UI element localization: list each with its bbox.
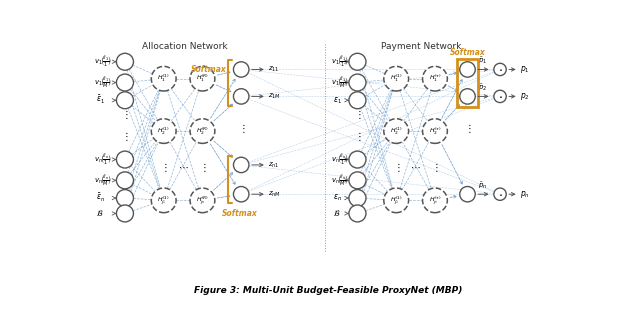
Circle shape — [190, 188, 215, 213]
Text: $v_1\!\left(\!\frac{\bar{\epsilon}_1}{M}\!\right)$: $v_1\!\left(\!\frac{\bar{\epsilon}_1}{M}… — [331, 75, 349, 90]
Text: Softmax: Softmax — [450, 48, 485, 57]
Text: $\bar{p}_n$: $\bar{p}_n$ — [477, 181, 487, 191]
Circle shape — [384, 66, 408, 91]
Text: $v_n\!\left(\!\frac{\bar{\epsilon}_n}{1}\!\right)$: $v_n\!\left(\!\frac{\bar{\epsilon}_n}{1}… — [331, 152, 349, 167]
Circle shape — [384, 119, 408, 143]
Text: $H_{j_\tau}^{(\tau)}$: $H_{j_\tau}^{(\tau)}$ — [429, 194, 442, 207]
Text: $H_1^{(R)}$: $H_1^{(R)}$ — [196, 73, 209, 84]
Text: Softmax: Softmax — [222, 209, 257, 218]
Text: $\cdots$: $\cdots$ — [410, 162, 421, 172]
Circle shape — [494, 90, 506, 103]
Circle shape — [190, 66, 215, 91]
Text: $v_n\!\left(\!\frac{\bar{\epsilon}_n}{1}\!\right)$: $v_n\!\left(\!\frac{\bar{\epsilon}_n}{1}… — [94, 152, 111, 167]
Text: $\bar{p}_2$: $\bar{p}_2$ — [477, 83, 487, 93]
Circle shape — [190, 119, 215, 143]
Text: $\vdots$: $\vdots$ — [237, 122, 245, 135]
Circle shape — [234, 89, 249, 104]
Text: $v_1\!\left(\!\frac{\bar{\epsilon}_1}{1}\!\right)$: $v_1\!\left(\!\frac{\bar{\epsilon}_1}{1}… — [94, 55, 111, 69]
Circle shape — [116, 74, 134, 91]
Text: $\cdots$: $\cdots$ — [178, 162, 188, 172]
Text: $z_{11}$: $z_{11}$ — [268, 65, 280, 74]
Circle shape — [116, 151, 134, 168]
Circle shape — [234, 187, 249, 202]
Text: $H_2^{(\tau)}$: $H_2^{(\tau)}$ — [429, 125, 442, 137]
Text: $\vdots$: $\vdots$ — [199, 161, 206, 174]
Text: $\epsilon_n$: $\epsilon_n$ — [333, 193, 342, 203]
Text: $\bar{\epsilon}_n$: $\bar{\epsilon}_n$ — [95, 192, 105, 204]
Text: $\epsilon_1$: $\epsilon_1$ — [333, 95, 342, 106]
Text: $\vdots$: $\vdots$ — [160, 161, 168, 174]
Circle shape — [151, 119, 176, 143]
Text: $v_n\!\left(\!\frac{\bar{\epsilon}_n}{M}\!\right)$: $v_n\!\left(\!\frac{\bar{\epsilon}_n}{M}… — [331, 173, 349, 188]
Circle shape — [494, 188, 506, 200]
Text: $H_1^{(1)}$: $H_1^{(1)}$ — [390, 73, 403, 84]
Text: $z_{n1}$: $z_{n1}$ — [268, 160, 280, 170]
Text: $\vdots$: $\vdots$ — [121, 108, 129, 121]
Circle shape — [349, 92, 366, 109]
Circle shape — [422, 119, 447, 143]
Text: Softmax: Softmax — [191, 65, 227, 74]
Text: $v_1\!\left(\!\frac{\bar{\epsilon}_1}{M}\!\right)$: $v_1\!\left(\!\frac{\bar{\epsilon}_1}{M}… — [94, 75, 111, 90]
Text: $\vdots$: $\vdots$ — [464, 122, 471, 135]
Text: $\vdots$: $\vdots$ — [431, 161, 438, 174]
Circle shape — [116, 190, 134, 206]
Circle shape — [460, 89, 476, 104]
Text: $H_{j_1}^{(1)}$: $H_{j_1}^{(1)}$ — [390, 194, 403, 207]
Text: $\cdot$: $\cdot$ — [498, 90, 502, 103]
Circle shape — [349, 151, 366, 168]
Circle shape — [116, 205, 134, 222]
Text: $p_2$: $p_2$ — [520, 91, 530, 102]
Text: $\vdots$: $\vdots$ — [354, 130, 361, 143]
Text: $\cdot$: $\cdot$ — [498, 188, 502, 201]
Circle shape — [349, 205, 366, 222]
Text: $\vdots$: $\vdots$ — [121, 130, 129, 143]
Text: $H_2^{(R)}$: $H_2^{(R)}$ — [196, 125, 209, 137]
Text: $H_{j_1}^{(1)}$: $H_{j_1}^{(1)}$ — [157, 194, 170, 207]
Text: $z_{nM}$: $z_{nM}$ — [268, 190, 281, 199]
Text: $\mathcal{B}$: $\mathcal{B}$ — [333, 208, 340, 218]
Text: $H_2^{(1)}$: $H_2^{(1)}$ — [390, 125, 403, 137]
Circle shape — [116, 172, 134, 189]
Circle shape — [422, 188, 447, 213]
Circle shape — [384, 188, 408, 213]
Text: $v_1\!\left(\!\frac{\bar{\epsilon}_1}{1}\!\right)$: $v_1\!\left(\!\frac{\bar{\epsilon}_1}{1}… — [331, 55, 349, 69]
Text: Payment Network: Payment Network — [381, 42, 461, 51]
Circle shape — [494, 63, 506, 76]
Text: $v_n\!\left(\!\frac{\bar{\epsilon}_n}{M}\!\right)$: $v_n\!\left(\!\frac{\bar{\epsilon}_n}{M}… — [94, 173, 111, 188]
Text: $\bar{\epsilon}_1$: $\bar{\epsilon}_1$ — [95, 94, 104, 106]
Text: $z_{1M}$: $z_{1M}$ — [268, 92, 281, 101]
Circle shape — [116, 53, 134, 70]
Text: $\mathcal{B}$: $\mathcal{B}$ — [95, 208, 103, 218]
Text: $\vdots$: $\vdots$ — [354, 108, 361, 121]
Text: $H_1^{(1)}$: $H_1^{(1)}$ — [157, 73, 170, 84]
Text: $H_1^{(\tau)}$: $H_1^{(\tau)}$ — [429, 73, 442, 84]
Circle shape — [234, 157, 249, 173]
Text: $H_{j_n}^{(R)}$: $H_{j_n}^{(R)}$ — [196, 194, 209, 207]
Circle shape — [116, 92, 134, 109]
Circle shape — [422, 66, 447, 91]
Text: Figure 3: Multi-Unit Budget-Feasible ProxyNet (MBP): Figure 3: Multi-Unit Budget-Feasible Pro… — [194, 286, 462, 295]
Circle shape — [349, 190, 366, 206]
Circle shape — [151, 66, 176, 91]
Circle shape — [460, 62, 476, 77]
Text: Allocation Network: Allocation Network — [142, 42, 227, 51]
Circle shape — [349, 74, 366, 91]
Text: $p_1$: $p_1$ — [520, 64, 530, 75]
Text: $H_2^{(1)}$: $H_2^{(1)}$ — [157, 125, 170, 137]
Text: $\vdots$: $\vdots$ — [392, 161, 400, 174]
Text: $p_n$: $p_n$ — [520, 189, 530, 200]
Circle shape — [151, 188, 176, 213]
Text: $\cdot$: $\cdot$ — [498, 63, 502, 76]
Circle shape — [234, 62, 249, 77]
Circle shape — [349, 172, 366, 189]
Circle shape — [349, 53, 366, 70]
Text: $\bar{p}_1$: $\bar{p}_1$ — [477, 56, 487, 66]
Circle shape — [460, 187, 476, 202]
